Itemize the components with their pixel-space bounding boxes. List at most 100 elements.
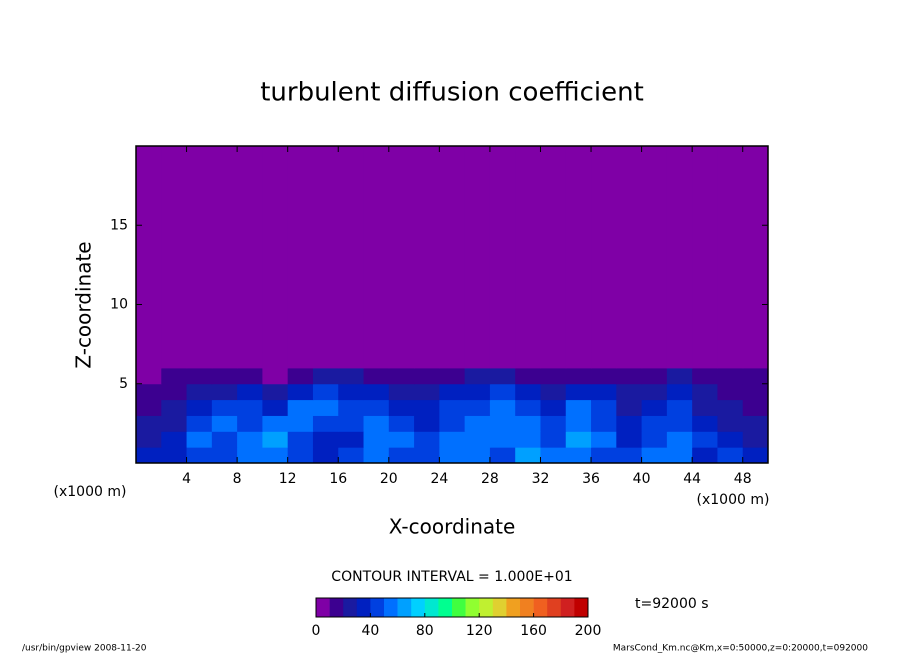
cell [666, 431, 693, 448]
cell [237, 399, 263, 416]
cell [161, 415, 188, 432]
cell [136, 415, 162, 432]
cell [540, 383, 567, 401]
cell [540, 367, 567, 385]
cell [262, 146, 289, 353]
colorbar-segment [574, 598, 589, 617]
x-tick-label: 8 [233, 471, 242, 487]
cell [666, 352, 693, 369]
cell [464, 352, 491, 369]
cell [742, 415, 769, 432]
cell [565, 431, 592, 448]
colorbar-segment [411, 598, 426, 617]
cell [591, 352, 617, 369]
cell [312, 367, 339, 385]
cell [641, 447, 668, 464]
cell [211, 447, 238, 464]
cell [515, 352, 541, 369]
cell [717, 352, 744, 369]
cell [692, 415, 718, 432]
cell [540, 146, 567, 353]
cell [641, 367, 668, 385]
cell [414, 399, 440, 416]
cell [742, 146, 769, 353]
cell [489, 447, 516, 464]
cell [591, 367, 617, 385]
y-tick-label: 5 [119, 376, 128, 392]
cell [161, 383, 188, 401]
cell [338, 367, 365, 385]
cell [616, 415, 643, 432]
cell [363, 447, 390, 464]
colorbar-segment [452, 598, 466, 617]
cell [388, 383, 415, 401]
cell [515, 399, 541, 416]
cell [414, 415, 440, 432]
cell [515, 431, 541, 448]
cell [565, 399, 592, 416]
cell [312, 146, 339, 353]
cell [287, 146, 314, 353]
cell [388, 352, 415, 369]
cell [515, 447, 541, 464]
cell [616, 431, 643, 448]
x-tick-label: 32 [532, 471, 550, 487]
cell [211, 367, 238, 385]
cell [666, 367, 693, 385]
cell [186, 415, 213, 432]
cell [616, 352, 643, 369]
y-tick-label: 10 [110, 297, 128, 313]
cell [515, 367, 541, 385]
cell [186, 399, 213, 416]
cell [742, 383, 769, 401]
footer-left: /usr/bin/gpview 2008-11-20 [22, 644, 147, 654]
cell [616, 399, 643, 416]
cell [464, 399, 491, 416]
cell [186, 367, 213, 385]
cell [136, 431, 162, 448]
cell [717, 431, 744, 448]
cell [641, 431, 668, 448]
cell [692, 447, 718, 464]
cell [540, 447, 567, 464]
cell [211, 352, 238, 369]
cell [666, 447, 693, 464]
cell [161, 352, 188, 369]
cell [388, 415, 415, 432]
x-axis-label: X-coordinate [389, 515, 516, 539]
cell [211, 399, 238, 416]
colorbar-segment [438, 598, 453, 617]
cell [287, 367, 314, 385]
cell [287, 431, 314, 448]
cell [565, 352, 592, 369]
cell [439, 447, 466, 464]
cell [641, 352, 668, 369]
cell [540, 352, 567, 369]
y-tick-label: 15 [110, 217, 128, 233]
cell [211, 146, 238, 353]
colorbar-segment [343, 598, 358, 617]
cell [211, 383, 238, 401]
cell [338, 399, 365, 416]
cell [237, 146, 263, 353]
cell [262, 447, 289, 464]
x-tick-label: 12 [279, 471, 297, 487]
colorbar-tick-label: 40 [361, 623, 379, 639]
colorbar-segment [316, 598, 330, 617]
cell [312, 447, 339, 464]
cell [591, 399, 617, 416]
cell [591, 383, 617, 401]
x-tick-label: 48 [734, 471, 752, 487]
cell [237, 447, 263, 464]
cell [439, 352, 466, 369]
colorbar-segment [370, 598, 385, 617]
cell [161, 399, 188, 416]
cell [388, 399, 415, 416]
cell [464, 415, 491, 432]
y-axis-label: Z-coordinate [72, 241, 96, 368]
cell [312, 383, 339, 401]
cell [540, 431, 567, 448]
cell [211, 415, 238, 432]
cell [211, 431, 238, 448]
